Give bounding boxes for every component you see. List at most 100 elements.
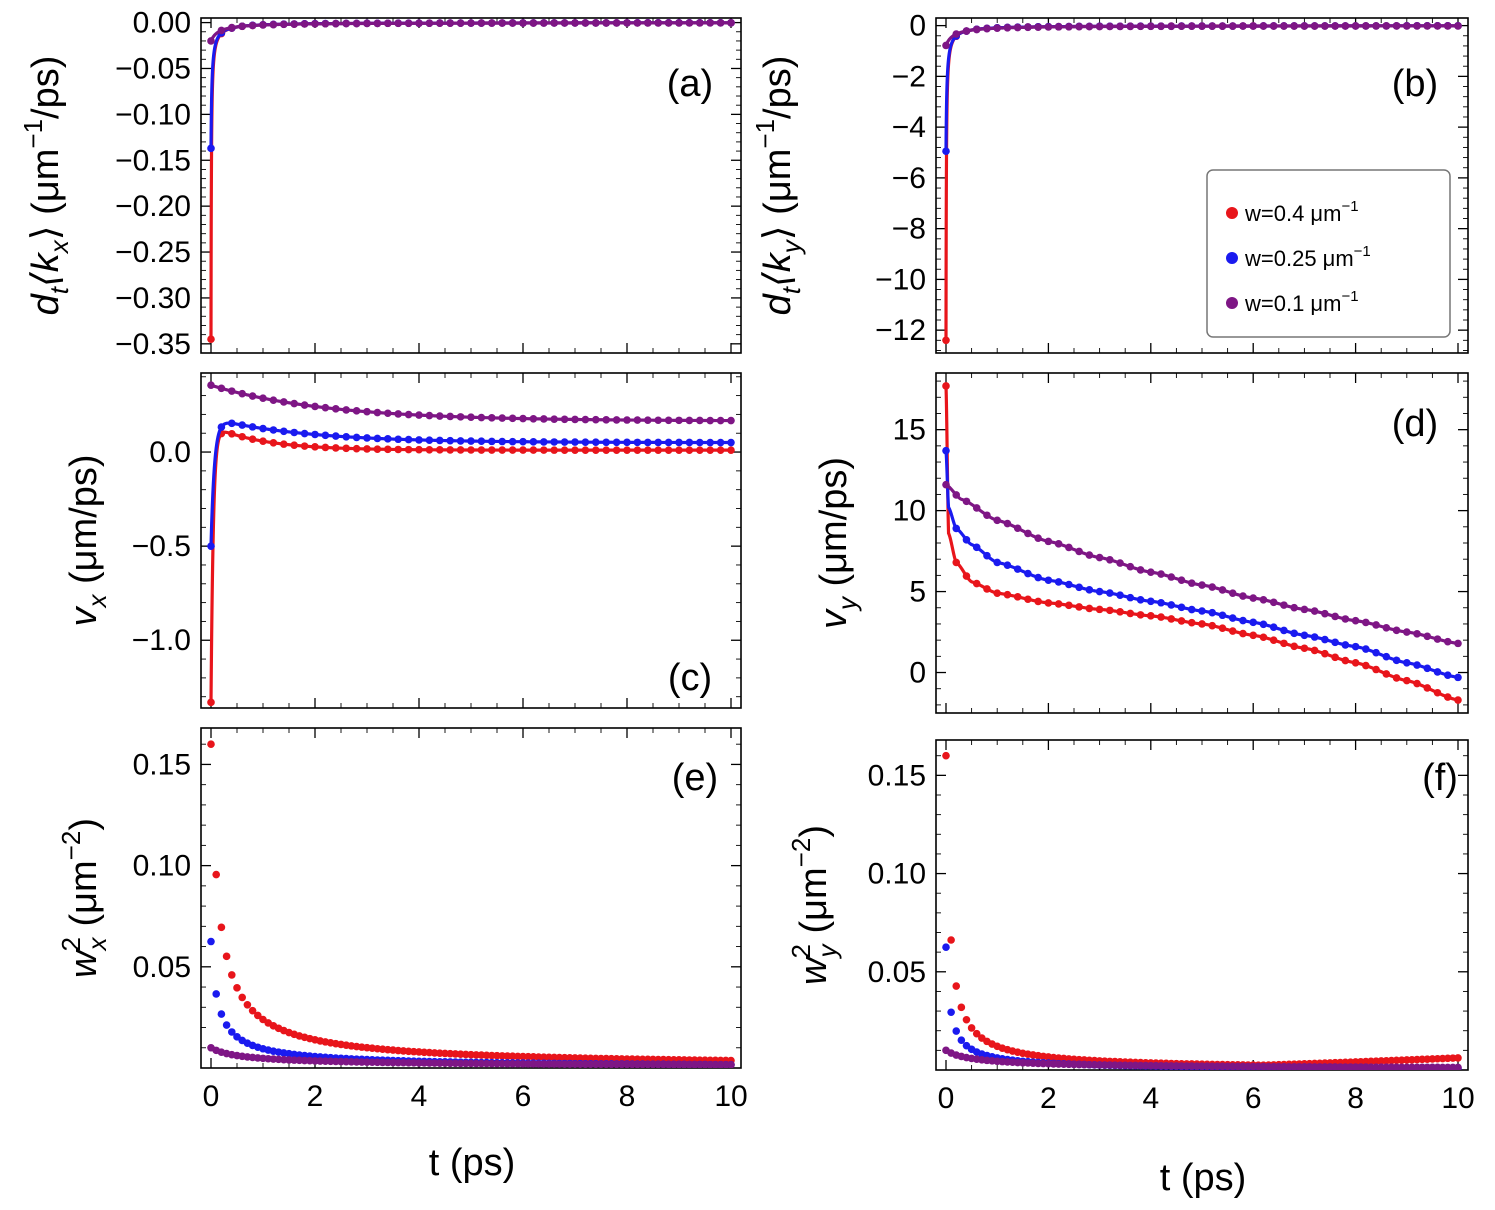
data-point-w-0.4 [550,446,558,454]
data-point-w-0.4 [269,438,278,447]
data-point-w-0.1 [675,416,683,425]
data-point-w-0.1 [1351,616,1360,625]
data-point-w-0.4 [1269,636,1278,644]
data-point-w-0.1 [290,399,299,408]
data-point-w-0.4 [1331,653,1339,662]
data-point-w-0.4 [467,446,475,454]
data-point-w-0.4 [644,446,652,454]
data-point-w-0.1 [280,20,288,29]
legend-marker-purple [1226,297,1238,309]
y-axis-label: wy2 (μm−2) [786,825,842,985]
data-point-w-0.1 [1290,603,1298,612]
data-point-w-0.1 [1208,22,1217,30]
data-point-w-0.4 [342,444,351,453]
y-axis-label: vy (μm/ps) [813,457,862,629]
data-point-w-0.1 [1321,609,1329,618]
data-point-w-0.4 [972,1029,981,1038]
x-tick-label: 4 [1142,1082,1159,1115]
y-tick-label: −0.05 [115,52,191,85]
panel-label: (f) [1422,757,1458,799]
y-tick-label: 0.00 [133,7,191,40]
data-point-w-0.1 [644,416,652,424]
data-point-w-0.1 [311,402,319,411]
data-point-w-0.1 [1362,22,1370,30]
series-line-w-0.4 [944,385,1459,702]
data-point-w-0.4 [962,1015,971,1024]
data-point-w-0.25 [1310,633,1319,641]
data-point-w-0.1 [1187,579,1196,587]
data-point-w-0.1 [1249,22,1257,30]
data-point-w-0.1 [716,416,725,425]
data-point-w-0.25 [248,423,257,431]
data-point-w-0.25 [1085,586,1094,594]
data-point-w-0.4 [253,1011,262,1020]
data-point-w-0.1 [1331,22,1339,30]
data-point-w-0.1 [1044,23,1053,31]
data-point-w-0.1 [1157,22,1165,31]
data-point-w-0.25 [1290,629,1298,638]
data-point-w-0.25 [1239,616,1247,625]
data-point-w-0.1 [404,19,413,28]
data-point-w-0.4 [1259,633,1268,642]
data-point-w-0.25 [207,542,215,550]
data-point-w-0.25 [706,438,714,447]
data-point-w-0.1 [342,19,351,28]
data-point-w-0.1 [1024,529,1032,538]
series-line-w-0.1 [944,483,1459,645]
data-point-w-0.4 [1362,661,1370,670]
data-point-w-0.1 [477,19,486,27]
y-tick-label: −0.15 [115,144,191,177]
data-point-w-0.1 [280,398,288,406]
data-point-w-0.4 [415,445,423,454]
data-point-w-0.1 [467,413,475,422]
data-point-w-0.4 [685,446,694,454]
y-tick-label: −0.10 [115,98,191,131]
data-point-w-0.25 [363,434,371,442]
data-point-w-0.1 [716,19,725,27]
data-point-w-0.4 [972,579,981,588]
data-point-w-0.4 [280,440,288,448]
data-point-w-0.25 [1126,593,1135,602]
data-point-w-0.1 [321,19,330,28]
data-point-w-0.4 [1095,605,1104,614]
data-point-w-0.4 [1198,620,1206,628]
data-point-w-0.4 [1054,600,1063,608]
x-tick-label: 8 [619,1080,636,1113]
data-point-w-0.1 [1126,562,1135,571]
data-point-w-0.4 [1126,609,1135,618]
data-point-w-0.1 [1034,534,1042,542]
data-point-w-0.4 [1454,696,1462,704]
data-point-w-0.4 [1003,590,1012,599]
data-point-w-0.1 [952,30,961,38]
data-point-w-0.1 [540,415,548,423]
data-point-w-0.1 [1331,612,1339,621]
data-point-w-0.1 [1454,1063,1462,1070]
data-point-w-0.4 [716,446,725,454]
data-point-w-0.4 [962,572,971,580]
data-point-w-0.25 [727,438,735,447]
data-point-w-0.1 [727,1061,735,1068]
data-point-w-0.4 [942,382,950,390]
data-point-w-0.25 [1218,611,1227,620]
data-point-w-0.1 [1218,586,1227,594]
data-point-w-0.1 [1075,547,1083,556]
data-point-w-0.25 [716,438,725,447]
data-point-w-0.1 [675,19,683,27]
plot-frame [200,17,742,354]
data-point-w-0.1 [311,20,319,28]
data-point-w-0.25 [983,551,991,560]
y-tick-label: 0.15 [133,748,191,781]
panels-group: −0.35−0.30−0.25−0.20−0.15−0.10−0.050.00(… [18,7,1475,1115]
data-point-w-0.1 [696,416,704,425]
data-point-w-0.1 [602,19,610,27]
data-point-w-0.25 [519,437,527,446]
x-axis-label-right: t (ps) [1160,1157,1247,1199]
plot-frame [200,727,742,1069]
legend-label: w=0.4 μm−1 [1244,198,1359,226]
data-point-w-0.1 [1290,22,1298,30]
data-point-w-0.4 [952,558,961,567]
data-point-w-0.1 [1208,583,1217,591]
data-point-w-0.25 [1321,635,1329,644]
data-point-w-0.25 [300,429,309,438]
data-point-w-0.1 [394,410,403,418]
